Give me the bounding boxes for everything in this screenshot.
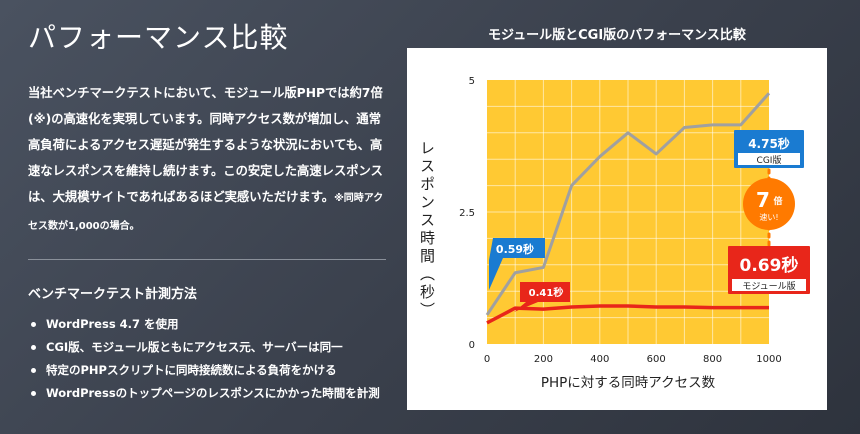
ratio-value: 7: [756, 188, 770, 212]
page-title: パフォーマンス比較: [28, 21, 289, 54]
x-tick-label: 600: [647, 354, 666, 365]
method-item: WordPressのトップページのレスポンスにかかった時間を計測: [28, 382, 380, 405]
y-tick-label: 2.5: [459, 208, 475, 219]
module-start-callout: [514, 282, 570, 312]
cgi-start-callout: [489, 238, 545, 290]
y-tick-label: 5: [469, 76, 475, 87]
description-note: ※同時アクセス数が1,000の場合。: [28, 193, 384, 232]
chart-title: モジュール版とCGI版のパフォーマンス比較: [488, 28, 746, 43]
cgi-end-value: 4.75秒: [748, 136, 790, 151]
cgi-start-value: 0.59秒: [496, 242, 534, 256]
module-start-value: 0.41秒: [529, 286, 564, 299]
method-list: WordPress 4.7 を使用 CGI版、モジュール版ともにアクセス元、サー…: [28, 313, 380, 405]
module-end-label: モジュール版: [742, 280, 795, 292]
x-axis-label: PHPに対する同時アクセス数: [541, 375, 716, 391]
y-tick-label: 0: [469, 340, 475, 351]
ratio-badge: [743, 178, 795, 230]
x-tick-label: 1000: [756, 354, 781, 365]
module-series-line: [486, 304, 769, 325]
module-end-value: 0.69秒: [740, 255, 799, 276]
ratio-text: 速い!: [759, 213, 778, 222]
module-end-label-box: [732, 279, 806, 291]
description-paragraph: 当社ベンチマークテストにおいて、モジュール版PHPでは約7倍(※)の高速化を実現…: [28, 80, 390, 240]
method-item: CGI版、モジュール版ともにアクセス元、サーバーは同一: [28, 336, 380, 359]
method-heading: ベンチマークテスト計測方法: [28, 287, 198, 302]
x-tick-label: 400: [590, 354, 609, 365]
description-text: 当社ベンチマークテストにおいて、モジュール版PHPでは約7倍(※)の高速化を実現…: [28, 86, 383, 204]
x-tick-label: 0: [484, 354, 490, 365]
y-axis-label: レスポンス時間（秒）: [418, 140, 436, 320]
cgi-end-label: CGI版: [757, 154, 782, 166]
x-tick-label: 800: [703, 354, 722, 365]
section-divider: [28, 259, 386, 260]
cgi-series-line: [485, 92, 771, 316]
cgi-end-label-box: [738, 153, 800, 165]
description-section: パフォーマンス比較 当社ベンチマークテストにおいて、モジュール版PHPでは約7倍…: [28, 18, 390, 240]
x-tick-label: 200: [534, 354, 553, 365]
method-item: 特定のPHPスクリプトに同時接続数による負荷をかける: [28, 359, 380, 382]
ratio-unit: 倍: [773, 195, 782, 207]
method-item: WordPress 4.7 を使用: [28, 313, 380, 336]
